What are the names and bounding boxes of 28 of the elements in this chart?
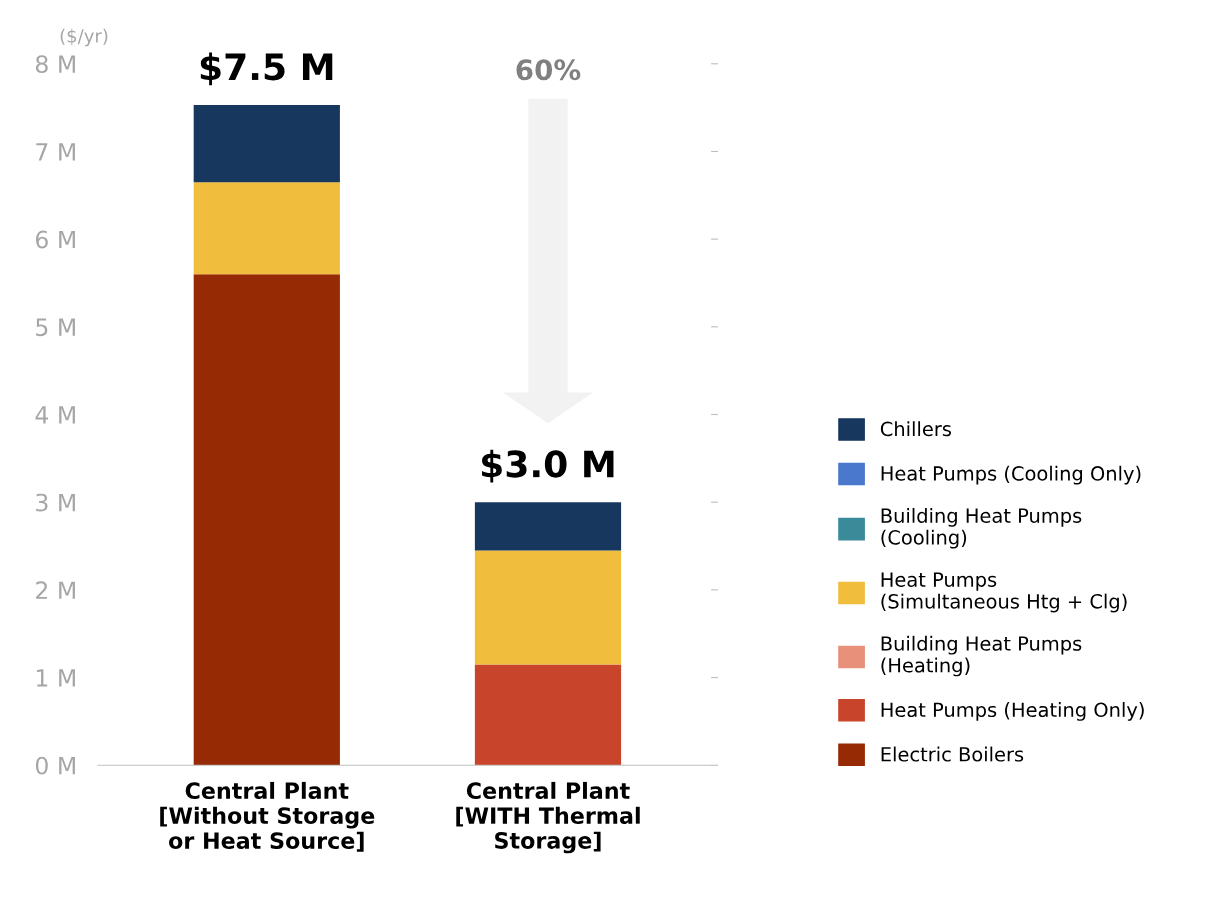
legend-label: Heat Pumps (Cooling Only) [881, 465, 1141, 485]
y-tick-label: 3 M [36, 493, 75, 512]
y-tick-label: 2 M [36, 581, 75, 599]
legend-label: Heat Pumps (Simultaneous Htg + Clg) [881, 572, 1127, 613]
total-label: $7.5 M [200, 52, 333, 86]
y-tick-label: 0 M [35, 756, 75, 775]
y-tick-label: 1 M [36, 669, 75, 687]
x-tick-label: Central Plant [Without Storage or Heat Source] [160, 781, 375, 852]
legend-label: Heat Pumps (Heating Only) [881, 702, 1144, 721]
bar [193, 274, 340, 766]
legend-label: Building Heat Pumps (Cooling) [881, 507, 1082, 549]
y-tick-label: 5 M [36, 318, 75, 337]
bar [474, 550, 622, 665]
legend-label: Chillers [880, 421, 951, 437]
x-tick-label: Central Plant [WITH Thermal Storage] [456, 781, 640, 854]
annotation: 60% [516, 59, 581, 81]
y-tick-label: 8 M [35, 55, 75, 74]
bar [193, 182, 340, 275]
y-tick-label: 6 M [36, 230, 75, 249]
y-axis-title: ($/yr) [60, 28, 108, 47]
total-label: $3.0 M [482, 449, 614, 483]
legend-label: Electric Boilers [881, 746, 1024, 762]
bar [193, 104, 340, 183]
legend-label: Building Heat Pumps (Heating) [881, 635, 1082, 677]
bar [474, 502, 622, 551]
bar [474, 664, 622, 766]
y-tick-label: 7 M [36, 143, 75, 161]
y-tick-label: 4 M [35, 406, 75, 424]
